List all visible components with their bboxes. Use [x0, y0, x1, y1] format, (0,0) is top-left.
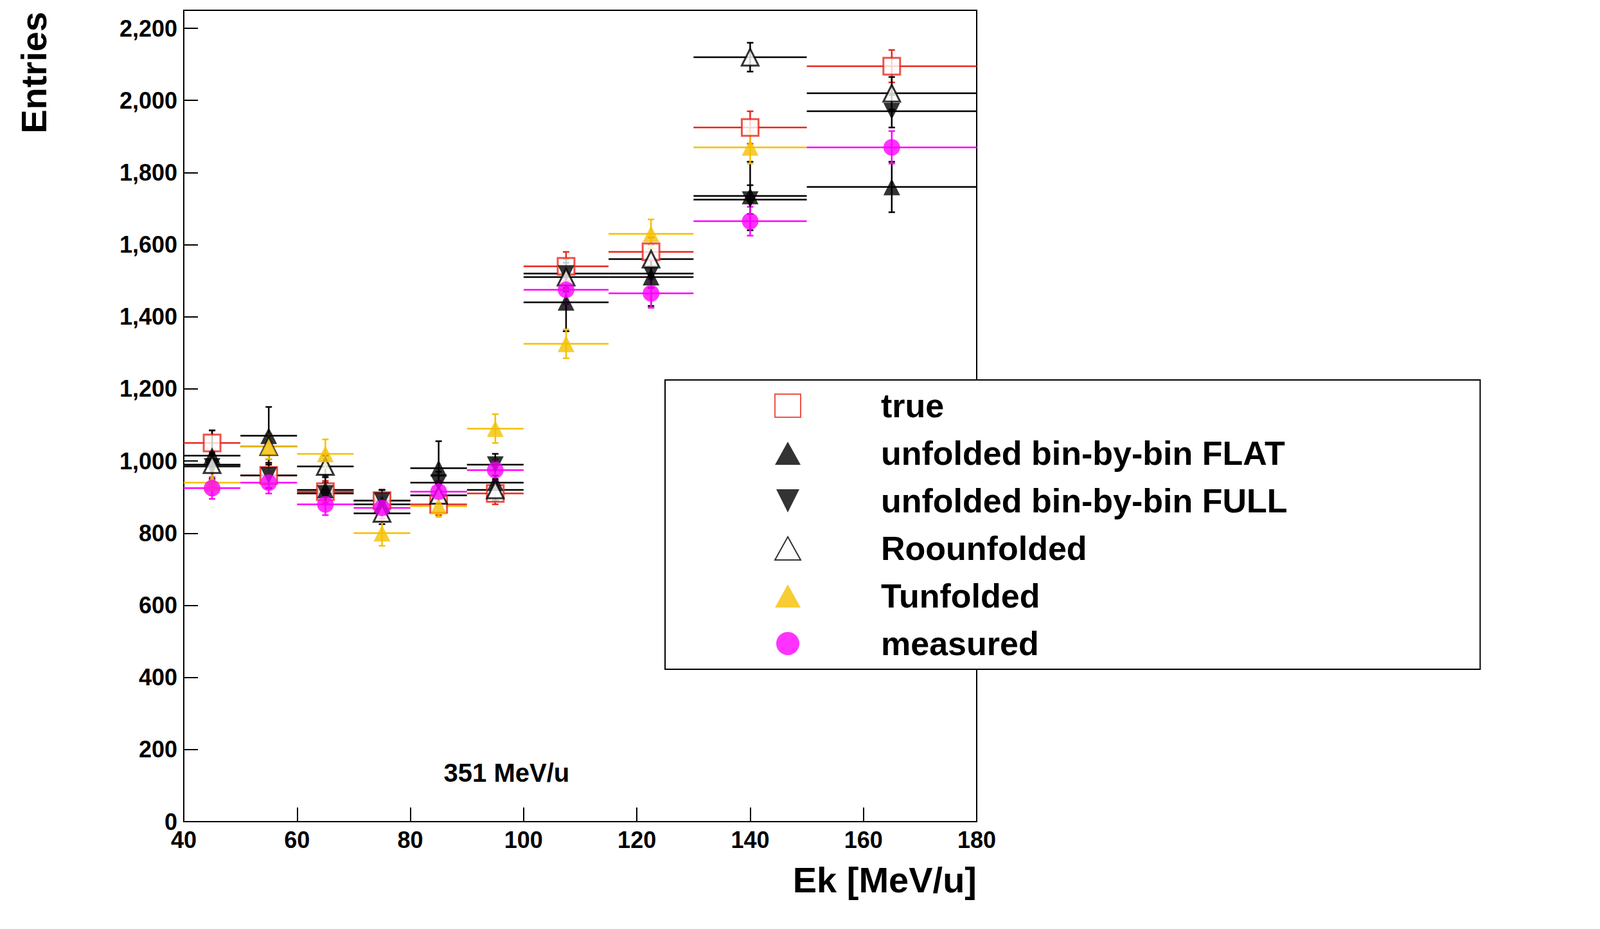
- svg-text:2,000: 2,000: [119, 87, 178, 114]
- svg-text:1,400: 1,400: [119, 303, 178, 330]
- svg-text:160: 160: [844, 826, 883, 853]
- svg-text:Tunfolded: Tunfolded: [880, 577, 1040, 615]
- svg-text:60: 60: [284, 826, 310, 853]
- svg-text:120: 120: [617, 826, 657, 853]
- svg-text:1,200: 1,200: [119, 375, 178, 402]
- svg-text:unfolded bin-by-bin FLAT: unfolded bin-by-bin FLAT: [880, 434, 1286, 472]
- svg-text:140: 140: [730, 826, 770, 853]
- svg-text:800: 800: [138, 519, 178, 547]
- svg-text:1,000: 1,000: [119, 447, 178, 475]
- svg-text:2,200: 2,200: [119, 15, 178, 42]
- svg-text:Entries: Entries: [13, 11, 54, 134]
- svg-text:1,800: 1,800: [119, 159, 178, 186]
- svg-text:180: 180: [957, 826, 996, 853]
- svg-text:Roounfolded: Roounfolded: [880, 529, 1088, 567]
- svg-text:600: 600: [138, 591, 178, 619]
- svg-text:0: 0: [164, 808, 178, 835]
- svg-text:Ek [MeV/u]: Ek [MeV/u]: [792, 859, 977, 900]
- svg-text:351 MeV/u: 351 MeV/u: [444, 758, 570, 787]
- svg-text:1,600: 1,600: [119, 231, 178, 258]
- svg-text:unfolded bin-by-bin FULL: unfolded bin-by-bin FULL: [880, 481, 1288, 520]
- svg-text:40: 40: [170, 826, 197, 853]
- svg-text:400: 400: [138, 663, 178, 691]
- svg-text:measured: measured: [880, 624, 1040, 662]
- svg-text:100: 100: [504, 826, 543, 853]
- svg-text:80: 80: [397, 826, 424, 853]
- svg-text:true: true: [880, 386, 944, 425]
- svg-text:200: 200: [138, 735, 178, 763]
